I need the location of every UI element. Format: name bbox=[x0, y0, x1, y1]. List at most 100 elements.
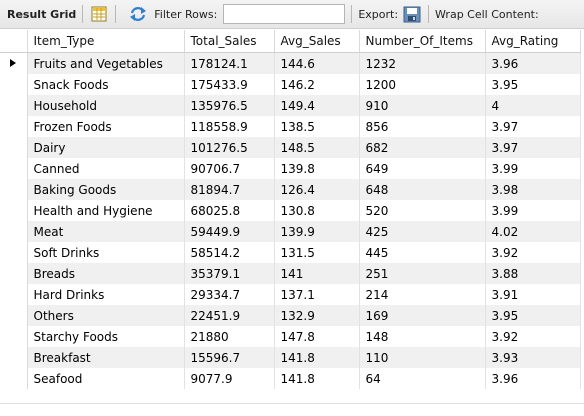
grid-view-icon[interactable] bbox=[89, 4, 109, 24]
table-cell-avg-sales[interactable]: 131.5 bbox=[274, 242, 360, 263]
table-cell-avg-rating[interactable]: 4 bbox=[485, 95, 581, 116]
row-indicator[interactable] bbox=[0, 200, 28, 221]
row-indicator[interactable] bbox=[0, 347, 28, 368]
table-cell-avg-sales[interactable]: 147.8 bbox=[274, 326, 360, 347]
table-cell-number-of-items[interactable]: 110 bbox=[359, 347, 486, 368]
table-cell-number-of-items[interactable]: 445 bbox=[359, 242, 486, 263]
table-cell-item-type[interactable]: Seafood bbox=[27, 368, 185, 389]
table-cell-number-of-items[interactable]: 214 bbox=[359, 284, 486, 305]
table-row[interactable]: Others 22451.9 132.9 169 3.95 bbox=[0, 305, 581, 326]
table-row[interactable]: Baking Goods 81894.7 126.4 648 3.98 bbox=[0, 179, 581, 200]
table-cell-avg-sales[interactable]: 137.1 bbox=[274, 284, 360, 305]
table-cell-avg-sales[interactable]: 138.5 bbox=[274, 116, 360, 137]
table-cell-total-sales[interactable]: 15596.7 bbox=[184, 347, 275, 368]
refresh-icon[interactable] bbox=[128, 4, 148, 24]
table-cell-avg-rating[interactable]: 3.96 bbox=[485, 52, 581, 74]
table-cell-total-sales[interactable]: 58514.2 bbox=[184, 242, 275, 263]
table-cell-total-sales[interactable]: 90706.7 bbox=[184, 158, 275, 179]
table-cell-item-type[interactable]: Frozen Foods bbox=[27, 116, 185, 137]
table-cell-item-type[interactable]: Breakfast bbox=[27, 347, 185, 368]
table-row[interactable]: Household 135976.5 149.4 910 4 bbox=[0, 95, 581, 116]
table-cell-number-of-items[interactable]: 910 bbox=[359, 95, 486, 116]
table-row[interactable]: Frozen Foods 118558.9 138.5 856 3.97 bbox=[0, 116, 581, 137]
table-row[interactable]: Fruits and Vegetables 178124.1 144.6 1232 3.… bbox=[0, 52, 581, 74]
table-cell-item-type[interactable]: Snack Foods bbox=[27, 74, 185, 95]
table-row[interactable]: Snack Foods 175433.9 146.2 1200 3.95 bbox=[0, 74, 581, 95]
table-cell-number-of-items[interactable]: 856 bbox=[359, 116, 486, 137]
table-cell-total-sales[interactable]: 59449.9 bbox=[184, 221, 275, 242]
table-row[interactable]: Starchy Foods 21880 147.8 148 3.92 bbox=[0, 326, 581, 347]
table-cell-total-sales[interactable]: 22451.9 bbox=[184, 305, 275, 326]
table-row[interactable]: Dairy 101276.5 148.5 682 3.97 bbox=[0, 137, 581, 158]
table-cell-number-of-items[interactable]: 425 bbox=[359, 221, 486, 242]
column-header-number-of-items[interactable]: Number_Of_Items bbox=[359, 30, 486, 53]
export-icon[interactable] bbox=[402, 4, 422, 24]
table-cell-item-type[interactable]: Household bbox=[27, 95, 185, 116]
row-indicator[interactable] bbox=[0, 305, 28, 326]
wrap-cell-content-label[interactable]: Wrap Cell Content: bbox=[435, 7, 539, 21]
table-cell-item-type[interactable]: Baking Goods bbox=[27, 179, 185, 200]
table-cell-avg-rating[interactable]: 3.92 bbox=[485, 242, 581, 263]
table-cell-number-of-items[interactable]: 648 bbox=[359, 179, 486, 200]
table-cell-item-type[interactable]: Meat bbox=[27, 221, 185, 242]
table-cell-avg-rating[interactable]: 3.92 bbox=[485, 326, 581, 347]
table-cell-item-type[interactable]: Health and Hygiene bbox=[27, 200, 185, 221]
table-cell-avg-rating[interactable]: 3.99 bbox=[485, 158, 581, 179]
table-row[interactable]: Canned 90706.7 139.8 649 3.99 bbox=[0, 158, 581, 179]
table-cell-avg-sales[interactable]: 141.8 bbox=[274, 368, 360, 389]
row-indicator[interactable] bbox=[0, 116, 28, 137]
table-cell-total-sales[interactable]: 101276.5 bbox=[184, 137, 275, 158]
table-row[interactable]: Seafood 9077.9 141.8 64 3.96 bbox=[0, 368, 581, 389]
table-cell-avg-sales[interactable]: 148.5 bbox=[274, 137, 360, 158]
table-cell-total-sales[interactable]: 135976.5 bbox=[184, 95, 275, 116]
table-cell-avg-sales[interactable]: 144.6 bbox=[274, 52, 360, 74]
table-cell-number-of-items[interactable]: 251 bbox=[359, 263, 486, 284]
table-cell-item-type[interactable]: Breads bbox=[27, 263, 185, 284]
table-cell-avg-sales[interactable]: 141 bbox=[274, 263, 360, 284]
table-row[interactable]: Meat 59449.9 139.9 425 4.02 bbox=[0, 221, 581, 242]
row-indicator[interactable] bbox=[0, 263, 28, 284]
table-cell-number-of-items[interactable]: 148 bbox=[359, 326, 486, 347]
table-cell-item-type[interactable]: Fruits and Vegetables bbox=[27, 52, 185, 74]
table-cell-total-sales[interactable]: 178124.1 bbox=[184, 52, 275, 74]
table-row[interactable]: Soft Drinks 58514.2 131.5 445 3.92 bbox=[0, 242, 581, 263]
table-cell-number-of-items[interactable]: 169 bbox=[359, 305, 486, 326]
row-indicator[interactable] bbox=[0, 284, 28, 305]
table-cell-avg-sales[interactable]: 146.2 bbox=[274, 74, 360, 95]
table-cell-avg-rating[interactable]: 4.02 bbox=[485, 221, 581, 242]
row-indicator[interactable] bbox=[0, 74, 28, 95]
column-header-item-type[interactable]: Item_Type bbox=[27, 30, 185, 53]
table-cell-total-sales[interactable]: 68025.8 bbox=[184, 200, 275, 221]
row-indicator[interactable] bbox=[0, 326, 28, 347]
table-cell-item-type[interactable]: Starchy Foods bbox=[27, 326, 185, 347]
table-cell-avg-rating[interactable]: 3.93 bbox=[485, 347, 581, 368]
column-header-avg-sales[interactable]: Avg_Sales bbox=[274, 30, 360, 53]
table-cell-avg-rating[interactable]: 3.88 bbox=[485, 263, 581, 284]
row-indicator[interactable] bbox=[0, 368, 28, 389]
table-cell-item-type[interactable]: Canned bbox=[27, 158, 185, 179]
table-cell-total-sales[interactable]: 35379.1 bbox=[184, 263, 275, 284]
table-cell-avg-sales[interactable]: 130.8 bbox=[274, 200, 360, 221]
table-cell-avg-sales[interactable]: 139.9 bbox=[274, 221, 360, 242]
table-cell-total-sales[interactable]: 118558.9 bbox=[184, 116, 275, 137]
table-cell-item-type[interactable]: Hard Drinks bbox=[27, 284, 185, 305]
row-indicator[interactable] bbox=[0, 158, 28, 179]
table-row[interactable]: Breads 35379.1 141 251 3.88 bbox=[0, 263, 581, 284]
row-indicator[interactable] bbox=[0, 95, 28, 116]
table-cell-avg-sales[interactable]: 149.4 bbox=[274, 95, 360, 116]
table-cell-item-type[interactable]: Soft Drinks bbox=[27, 242, 185, 263]
table-row[interactable]: Hard Drinks 29334.7 137.1 214 3.91 bbox=[0, 284, 581, 305]
table-row[interactable]: Health and Hygiene 68025.8 130.8 520 3.99 bbox=[0, 200, 581, 221]
table-cell-item-type[interactable]: Dairy bbox=[27, 137, 185, 158]
table-cell-number-of-items[interactable]: 1200 bbox=[359, 74, 486, 95]
table-cell-number-of-items[interactable]: 682 bbox=[359, 137, 486, 158]
table-cell-avg-rating[interactable]: 3.95 bbox=[485, 305, 581, 326]
current-row-indicator-icon[interactable] bbox=[0, 52, 28, 74]
table-cell-number-of-items[interactable]: 64 bbox=[359, 368, 486, 389]
table-cell-avg-rating[interactable]: 3.97 bbox=[485, 137, 581, 158]
table-cell-avg-sales[interactable]: 126.4 bbox=[274, 179, 360, 200]
row-indicator[interactable] bbox=[0, 221, 28, 242]
table-cell-avg-rating[interactable]: 3.91 bbox=[485, 284, 581, 305]
column-header-total-sales[interactable]: Total_Sales bbox=[184, 30, 275, 53]
table-cell-item-type[interactable]: Others bbox=[27, 305, 185, 326]
